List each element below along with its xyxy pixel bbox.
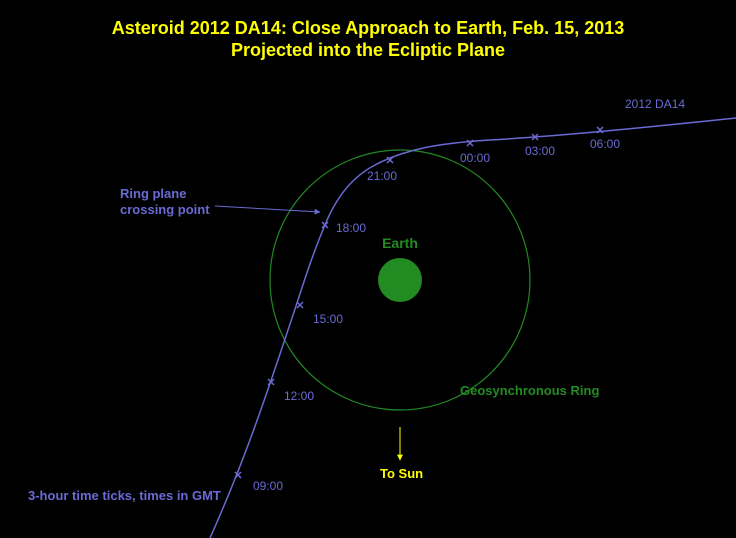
- diagram-svg: Geosynchronous Ring 2012 DA14 06:00 03:00…: [0, 0, 736, 538]
- crossing-arrow: [215, 206, 320, 212]
- time-tick-label: 09:00: [253, 479, 283, 493]
- time-tick-label: 12:00: [284, 389, 314, 403]
- title-line-1: Asteroid 2012 DA14: Close Approach to Ea…: [0, 18, 736, 39]
- crossing-label-2: crossing point: [120, 202, 210, 217]
- time-tick-label: 18:00: [336, 221, 366, 235]
- time-tick-label: 00:00: [460, 151, 490, 165]
- to-sun-label: To Sun: [380, 466, 423, 481]
- earth-label: Earth: [382, 235, 418, 251]
- title-line-2: Projected into the Ecliptic Plane: [0, 40, 736, 61]
- footnote-text: 3-hour time ticks, times in GMT: [28, 488, 221, 503]
- asteroid-label: 2012 DA14: [625, 97, 685, 111]
- time-ticks: 06:00 03:00 00:00 21:00 18:00 15:00 12:00 09:00: [235, 127, 620, 493]
- asteroid-trajectory: [210, 118, 736, 538]
- earth-circle: [378, 258, 422, 302]
- time-tick-label: 03:00: [525, 144, 555, 158]
- crossing-label-1: Ring plane: [120, 186, 186, 201]
- time-tick-label: 21:00: [367, 169, 397, 183]
- time-tick-label: 06:00: [590, 137, 620, 151]
- geosynchronous-ring-label: Geosynchronous Ring: [460, 383, 599, 398]
- time-tick-label: 15:00: [313, 312, 343, 326]
